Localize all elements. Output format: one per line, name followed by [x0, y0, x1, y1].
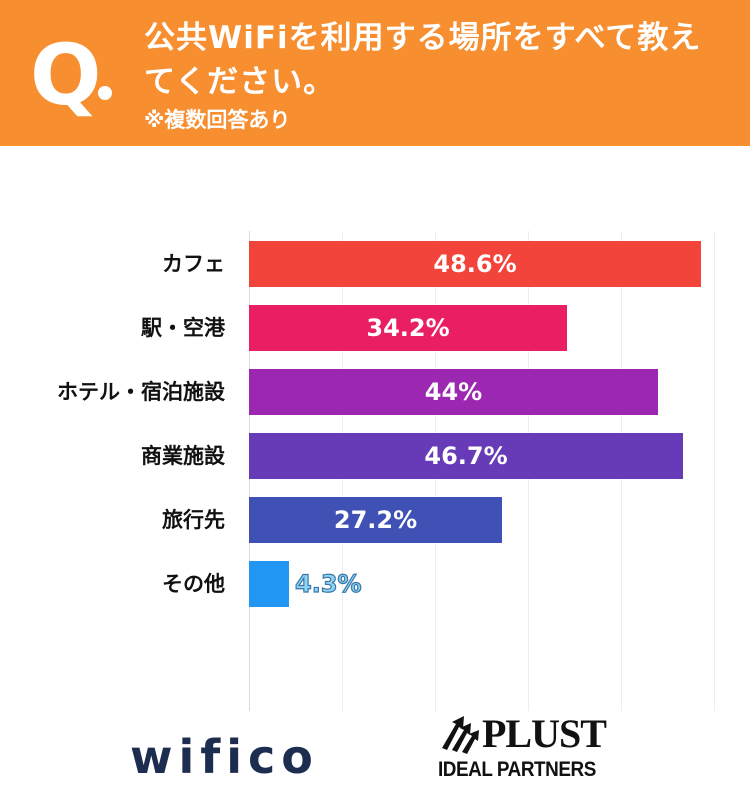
question-note: ※複数回答あり [144, 108, 291, 132]
plust-wordmark: PLUST [482, 711, 607, 756]
question-header: Q 公共WiFiを利用する場所をすべて教え てください。 ※複数回答あり [0, 0, 750, 146]
bar [249, 497, 502, 543]
category-label: その他 [162, 572, 225, 596]
bar-value-label: 4.3% [294, 569, 362, 598]
bar-row: その他 4.3% [0, 561, 750, 607]
plust-arrow-mark-icon [442, 716, 479, 754]
bar-value-label: 46.7% [424, 442, 508, 470]
category-label: 商業施設 [141, 444, 225, 468]
plust-subtitle: IDEAL PARTNERS [438, 758, 596, 781]
category-label: ホテル・宿泊施設 [57, 380, 225, 404]
question-title-line2: てください。 [144, 64, 336, 100]
footer-logos: wifico PLUST IDEAL PARTNERS [0, 700, 750, 800]
grid-line [714, 231, 715, 711]
bar-row: ホテル・宿泊施設 44% [0, 369, 750, 415]
bar-value-label: 44% [424, 378, 483, 406]
bar [249, 369, 658, 415]
plust-logo: PLUST IDEAL PARTNERS [438, 712, 618, 788]
bar [249, 561, 289, 607]
question-title: 公共WiFiを利用する場所をすべて教え てください。 [144, 16, 734, 104]
bar [249, 305, 567, 351]
bar [249, 241, 701, 287]
q-dot-icon [98, 86, 112, 100]
bar-row: 駅・空港 34.2% [0, 305, 750, 351]
q-mark: Q [30, 26, 102, 124]
bar-row: 商業施設 46.7% [0, 433, 750, 479]
bar-row: 旅行先 27.2% [0, 497, 750, 543]
question-title-line1: 公共WiFiを利用する場所をすべて教え [144, 20, 702, 56]
bar-row: カフェ 48.6% [0, 241, 750, 287]
bar-chart: カフェ 48.6% 駅・空港 34.2% ホテル・宿泊施設 44% 商業施設 46.7% 旅行先… [0, 146, 750, 711]
bar-value-label: 48.6% [433, 250, 517, 278]
category-label: 駅・空港 [141, 316, 225, 340]
bar [249, 433, 683, 479]
category-label: 旅行先 [162, 508, 225, 532]
category-label: カフェ [162, 252, 225, 276]
wifico-logo: wifico [130, 730, 319, 784]
bar-value-label: 27.2% [333, 506, 418, 534]
bar-value-label: 34.2% [366, 314, 450, 342]
